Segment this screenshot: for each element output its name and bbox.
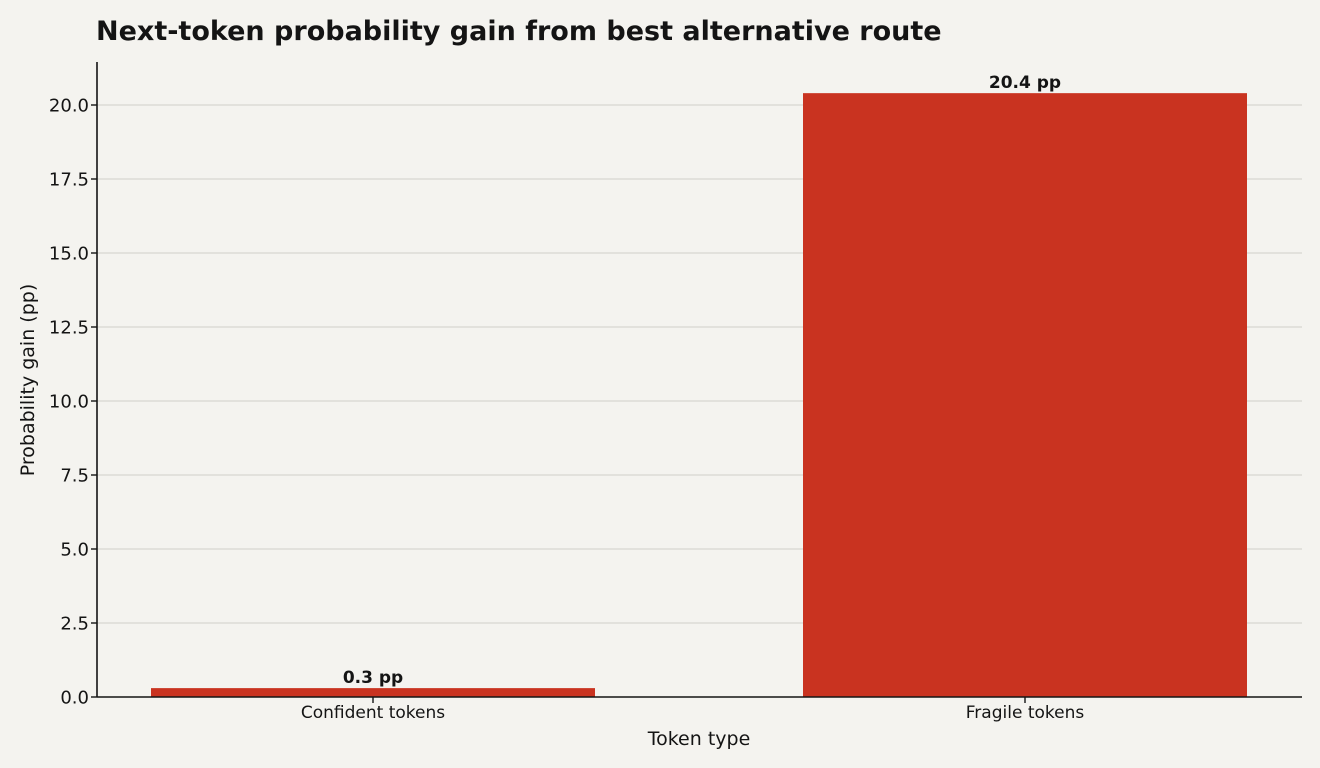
y-tick-labels: 0.0 2.5 5.0 7.5 10.0 12.5 15.0 17.5 20.0: [49, 96, 89, 709]
gridlines: [97, 104, 1302, 624]
bar-data-label: 0.3 pp: [343, 668, 403, 688]
bar-data-label: 20.4 pp: [989, 73, 1061, 93]
bars: [151, 93, 1247, 697]
y-tick-label: 12.5: [49, 318, 89, 339]
bar: [803, 93, 1247, 697]
x-tick-label: Confident tokens: [301, 703, 445, 723]
y-tick-label: 2.5: [60, 614, 89, 635]
y-tick-label: 7.5: [60, 466, 89, 487]
data-labels: 0.3 pp 20.4 pp: [343, 73, 1061, 688]
y-tick-label: 20.0: [49, 96, 89, 117]
axes: [91, 62, 1302, 703]
x-tick-labels: Confident tokens Fragile tokens: [301, 703, 1084, 723]
y-tick-label: 5.0: [60, 540, 89, 561]
chart-title: Next-token probability gain from best al…: [96, 16, 942, 47]
y-tick-label: 0.0: [60, 688, 89, 709]
x-axis-title: Token type: [647, 728, 751, 750]
y-tick-label: 15.0: [49, 244, 89, 265]
y-tick-label: 17.5: [49, 170, 89, 191]
x-tick-label: Fragile tokens: [966, 703, 1085, 723]
y-axis-title: Probability gain (pp): [17, 284, 39, 477]
y-tick-label: 10.0: [49, 392, 89, 413]
bar: [151, 688, 595, 697]
